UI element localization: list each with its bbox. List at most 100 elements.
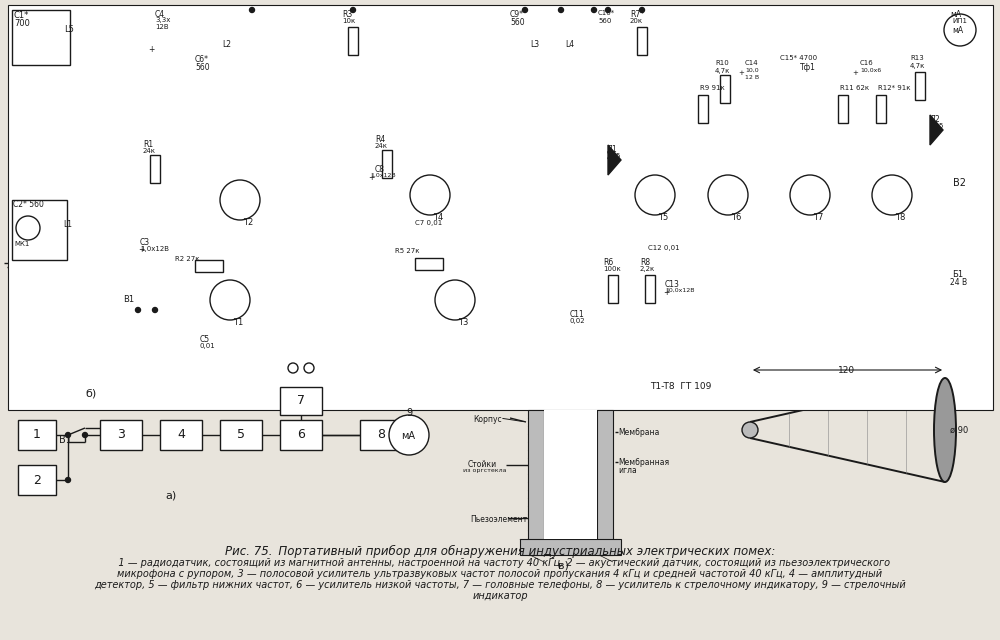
Text: T6: T6 (731, 213, 741, 222)
Circle shape (288, 363, 298, 373)
Text: 560: 560 (598, 18, 611, 24)
Bar (280, 420, 322, 450)
Text: R3: R3 (342, 10, 352, 19)
Bar (608, 275, 618, 303)
Text: 1: 1 (33, 429, 41, 442)
Bar (12, 200, 67, 260)
Circle shape (82, 433, 88, 438)
Circle shape (250, 8, 254, 13)
Circle shape (635, 175, 675, 215)
Text: ИП1: ИП1 (952, 18, 967, 24)
Text: 5: 5 (237, 429, 245, 442)
Bar (838, 95, 848, 123)
Text: T1: T1 (233, 318, 243, 327)
Bar (698, 95, 708, 123)
Text: 12B: 12B (155, 24, 169, 30)
Text: C6*: C6* (195, 55, 209, 64)
Text: 7: 7 (297, 394, 305, 408)
Circle shape (872, 175, 912, 215)
Text: C2* 560: C2* 560 (13, 200, 44, 209)
Text: T1-T8  ГТ 109: T1-T8 ГТ 109 (650, 382, 711, 391)
Circle shape (66, 477, 70, 483)
Bar (544, 410, 597, 539)
Circle shape (210, 280, 250, 320)
Bar (645, 275, 655, 303)
Bar (520, 539, 621, 555)
Circle shape (136, 307, 140, 312)
Text: Мембрана: Мембрана (618, 428, 659, 437)
Circle shape (66, 433, 70, 438)
Text: Пьезоэлемент: Пьезоэлемент (470, 515, 527, 524)
Text: C11: C11 (570, 310, 585, 319)
Circle shape (152, 307, 158, 312)
Text: 560: 560 (195, 63, 210, 72)
Text: Рис. 75. Портативный прибор для обнаружения индустриальных электрических помех:: Рис. 75. Портативный прибор для обнаруже… (225, 545, 775, 558)
Text: C5: C5 (200, 335, 210, 344)
Text: B1: B1 (123, 296, 134, 305)
Circle shape (435, 280, 475, 320)
Text: L4: L4 (565, 40, 574, 49)
Text: Д95: Д95 (930, 123, 944, 129)
Text: индикатор: индикатор (472, 591, 528, 601)
Text: а): а) (165, 490, 176, 500)
Text: C10*: C10* (598, 10, 615, 16)
Text: 8: 8 (377, 429, 385, 442)
Text: 24 B: 24 B (950, 278, 967, 287)
Bar (720, 75, 730, 103)
Text: C14: C14 (745, 60, 759, 66)
Text: 2: 2 (33, 474, 41, 486)
Circle shape (592, 8, 596, 13)
Bar (348, 27, 358, 55)
Polygon shape (608, 145, 621, 175)
Bar (220, 420, 262, 450)
Text: L2: L2 (222, 40, 231, 49)
Bar (382, 150, 392, 178)
Text: 0,01: 0,01 (200, 343, 216, 349)
Text: C13: C13 (665, 280, 680, 289)
Text: 0,02: 0,02 (570, 318, 586, 324)
Text: R7*: R7* (630, 10, 644, 19)
Text: 120: 120 (838, 366, 856, 375)
Text: В2: В2 (953, 178, 966, 188)
Circle shape (708, 175, 748, 215)
Text: 2,2к: 2,2к (640, 266, 655, 272)
Circle shape (389, 415, 429, 455)
Text: 4,7к: 4,7к (715, 68, 730, 74)
Polygon shape (750, 378, 945, 482)
Bar (415, 258, 443, 270)
Text: C3: C3 (140, 238, 150, 247)
Text: 3: 3 (117, 429, 125, 442)
Circle shape (640, 8, 644, 13)
Text: МК1: МК1 (14, 241, 29, 247)
Text: 20к: 20к (630, 18, 643, 24)
Bar (8, 5, 993, 410)
Text: Д1: Д1 (607, 145, 618, 154)
Text: +: + (663, 288, 669, 297)
Text: 4,7к: 4,7к (910, 63, 925, 69)
Text: Корпус: Корпус (473, 415, 502, 424)
Text: R9 91к: R9 91к (700, 85, 725, 91)
Text: 1 — радиодатчик, состоящий из магнитной антенны, настроенной на частоту 40 кГц, : 1 — радиодатчик, состоящий из магнитной … (109, 558, 891, 568)
Text: б): б) (85, 388, 96, 398)
Text: R10: R10 (715, 60, 729, 66)
Text: C9*: C9* (510, 10, 524, 19)
Text: +: + (138, 245, 144, 254)
Text: микрофона с рупором, 3 — полосовой усилитель ультразвуковых частот полосой пропу: микрофона с рупором, 3 — полосовой усили… (117, 569, 883, 579)
Bar (160, 420, 202, 450)
Text: 560: 560 (510, 18, 525, 27)
Circle shape (522, 8, 528, 13)
Text: 1,0x12В: 1,0x12В (370, 173, 396, 178)
Text: из оргстекла: из оргстекла (463, 468, 507, 473)
Bar (195, 260, 223, 272)
Text: R11 62к: R11 62к (840, 85, 869, 91)
Text: L1: L1 (63, 220, 72, 229)
Text: R5 27к: R5 27к (395, 248, 420, 254)
Text: C8: C8 (375, 165, 385, 174)
Text: в): в) (558, 560, 569, 570)
Text: 10,0: 10,0 (745, 68, 759, 73)
Text: 10,0x12B: 10,0x12B (665, 288, 694, 293)
Text: мА: мА (401, 431, 415, 441)
Bar (528, 410, 544, 555)
Bar (915, 72, 925, 100)
Polygon shape (930, 115, 943, 145)
